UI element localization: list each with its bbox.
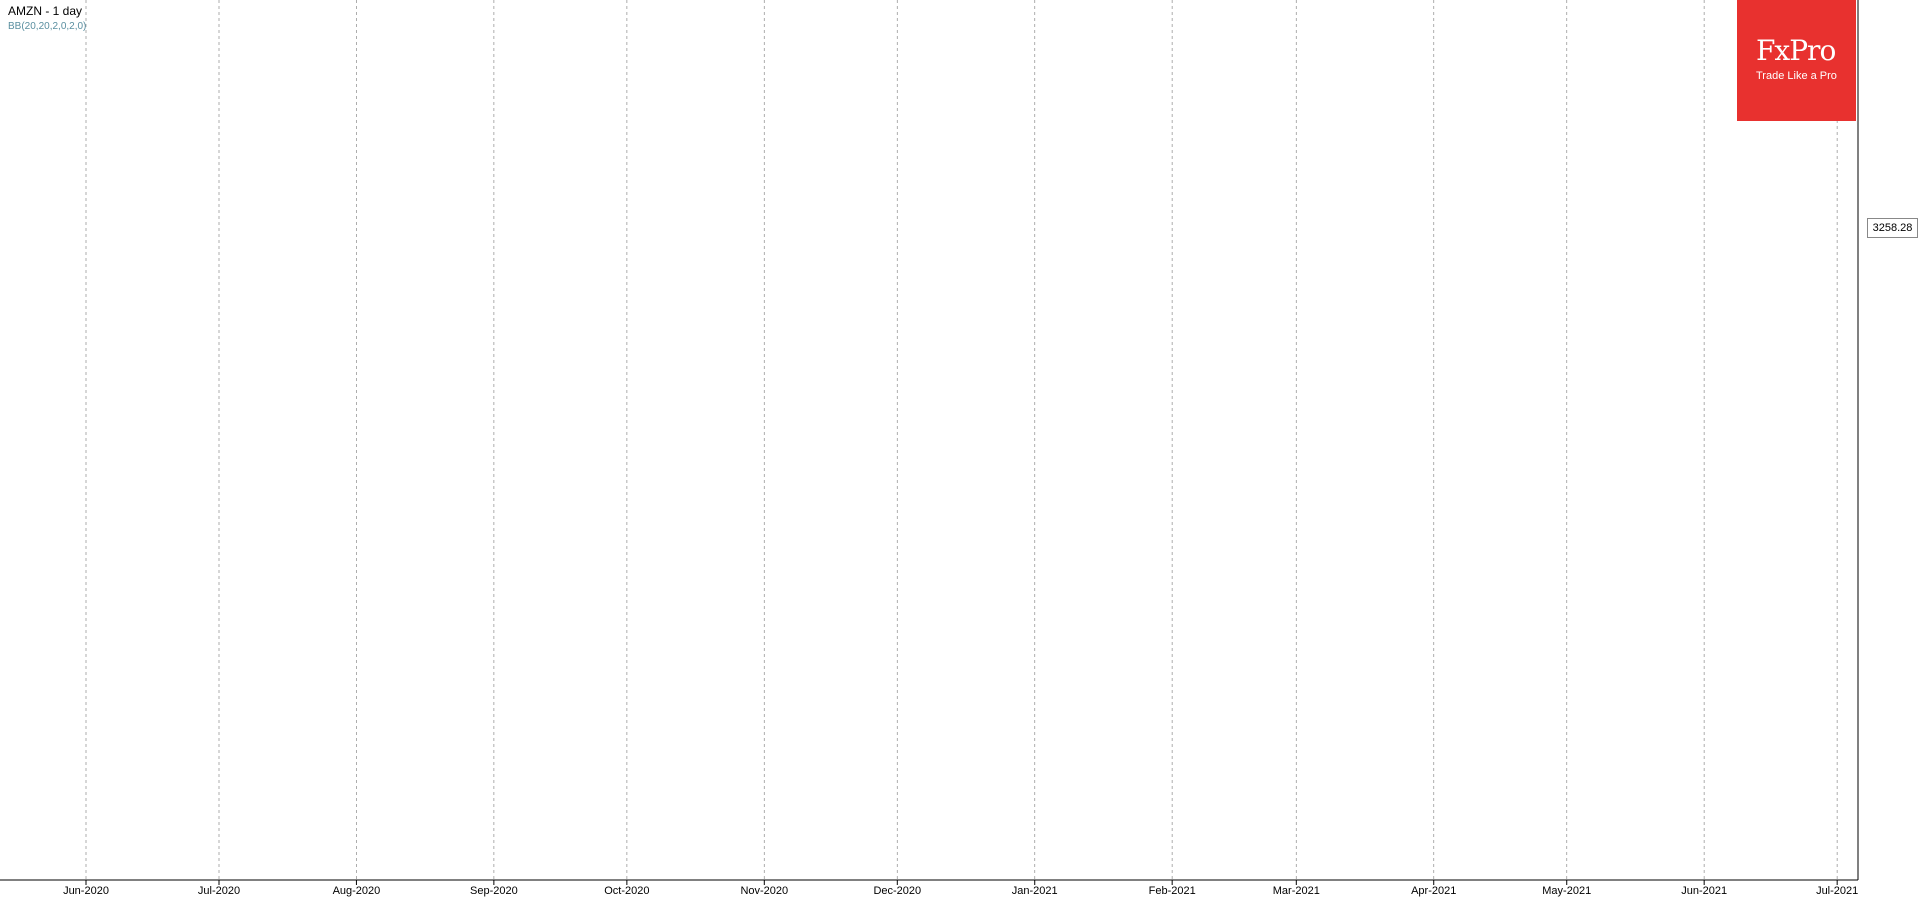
x-tick-label: Jan-2021 (1012, 885, 1058, 897)
fxpro-logo: FxPro Trade Like a Pro (1737, 0, 1856, 121)
logo-brand: FxPro (1756, 34, 1836, 67)
x-tick-label: Aug-2020 (333, 885, 381, 897)
x-tick-label: Jun-2021 (1681, 885, 1727, 897)
current-price-tag: 3258.28 (1867, 218, 1918, 238)
x-tick-label: May-2021 (1542, 885, 1591, 897)
x-tick-label: Jul-2021 (1816, 885, 1858, 897)
x-tick-label: Sep-2020 (470, 885, 518, 897)
chart-grid (85, 0, 1838, 880)
chart-title: AMZN - 1 day (8, 4, 83, 18)
indicator-label: BB(20,20,2,0,2,0) (8, 21, 87, 32)
x-tick-label: Jun-2020 (63, 885, 109, 897)
x-tick-label: Oct-2020 (604, 885, 649, 897)
x-tick-label: Feb-2021 (1149, 885, 1196, 897)
x-tick-label: Jul-2020 (198, 885, 240, 897)
logo-tagline: Trade Like a Pro (1756, 70, 1837, 82)
x-tick-label: Dec-2020 (873, 885, 921, 897)
x-tick-label: Nov-2020 (740, 885, 788, 897)
x-tick-label: Mar-2021 (1273, 885, 1320, 897)
x-tick-label: Apr-2021 (1411, 885, 1456, 897)
